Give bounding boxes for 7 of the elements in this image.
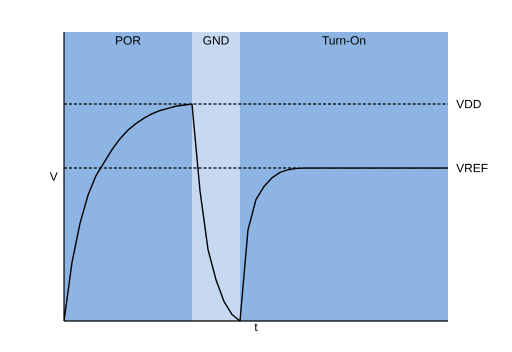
y-axis-title: V: [50, 172, 58, 181]
x-axis-title: t: [254, 323, 258, 332]
ref-line-label: VDD: [456, 100, 481, 108]
text: GND: [203, 36, 229, 45]
ref-line-label: VREF: [456, 164, 488, 172]
text: POR: [116, 36, 140, 45]
text: Turn-On: [322, 36, 366, 45]
